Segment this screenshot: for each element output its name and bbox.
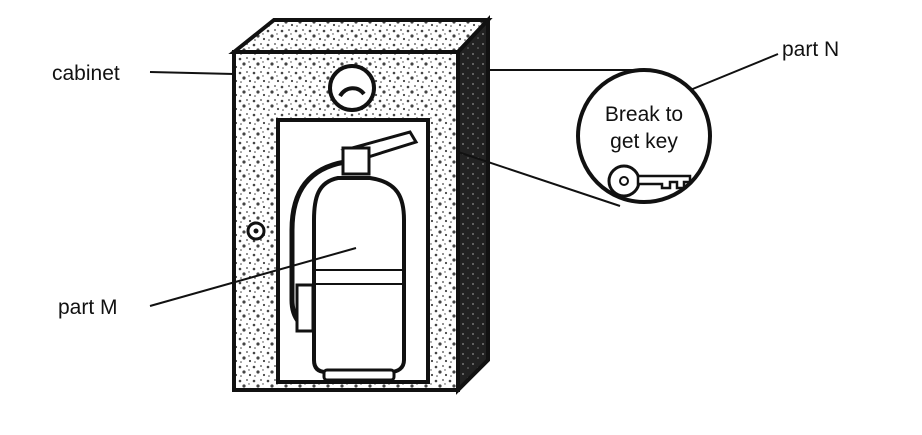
- callout-circle: Break to get key: [576, 68, 712, 204]
- cabinet-leader-line: [149, 71, 235, 75]
- key-icon: [607, 164, 692, 198]
- extinguisher-base: [322, 368, 396, 382]
- callout-text-line2: get key: [610, 130, 678, 153]
- cabinet-top: [228, 18, 493, 54]
- callout-line-bottom: [457, 151, 621, 207]
- break-glass-icon: [328, 64, 376, 112]
- cabinet-side: [456, 14, 490, 395]
- part-m-label: part M: [58, 296, 118, 319]
- hose-nozzle: [295, 283, 315, 333]
- cabinet-label: cabinet: [52, 62, 120, 85]
- extinguisher-body: [312, 176, 406, 374]
- fire-extinguisher: [289, 130, 419, 382]
- keyhole-icon: [246, 221, 266, 241]
- part-n-label: part N: [782, 38, 839, 61]
- extinguisher-valve: [341, 146, 371, 176]
- part-m-leader-line: [149, 247, 357, 307]
- callout-text-line1: Break to: [605, 103, 683, 126]
